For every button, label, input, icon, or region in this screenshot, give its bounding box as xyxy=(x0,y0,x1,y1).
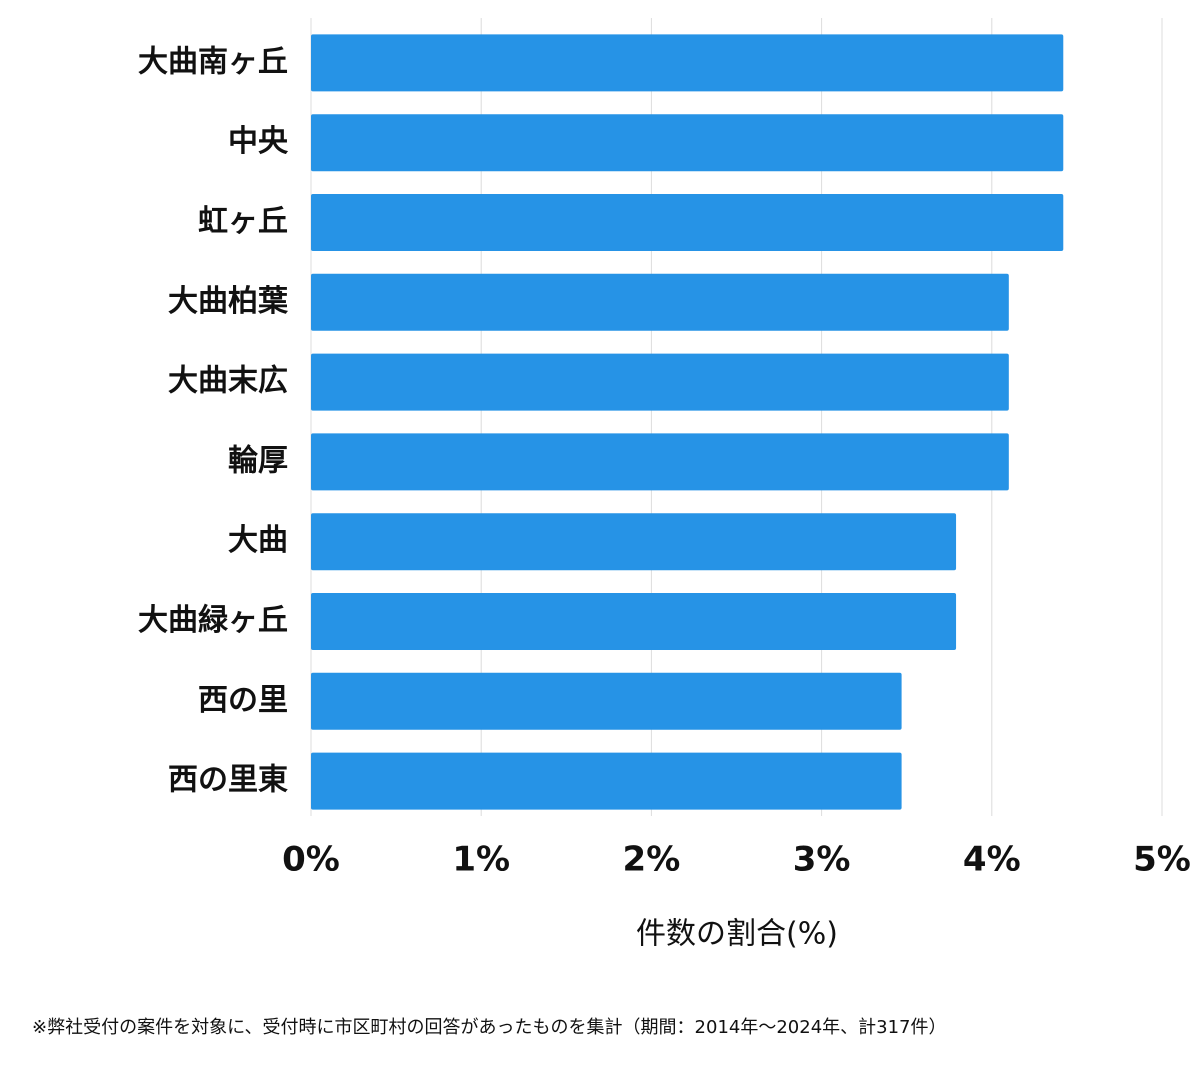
bar xyxy=(311,433,1009,491)
y-tick-label: 大曲緑ヶ丘 xyxy=(138,603,288,638)
x-tick-label: 0% xyxy=(282,840,340,880)
x-tick-label: 2% xyxy=(623,840,681,880)
y-tick-label: 大曲末広 xyxy=(168,364,288,399)
bar xyxy=(311,593,957,650)
y-tick-label: 大曲柏葉 xyxy=(168,284,289,319)
y-tick-label: 中央 xyxy=(228,124,289,159)
x-tick-label: 5% xyxy=(1133,840,1191,880)
bar xyxy=(311,114,1064,172)
bar xyxy=(311,353,1009,411)
y-tick-label: 虹ヶ丘 xyxy=(198,204,288,239)
x-tick-label: 3% xyxy=(793,840,851,880)
bar xyxy=(311,34,1064,92)
y-tick-label: 西の里東 xyxy=(168,763,288,798)
footnote: ※弊社受付の案件を対象に、受付時に市区町村の回答があったものを集計（期間：201… xyxy=(32,1017,947,1038)
y-tick-label: 大曲 xyxy=(228,523,288,558)
x-tick-label: 1% xyxy=(452,840,510,880)
y-tick-label: 大曲南ヶ丘 xyxy=(138,44,288,79)
x-axis-title: 件数の割合(%) xyxy=(636,917,838,952)
x-tick-label: 4% xyxy=(963,840,1021,880)
bar xyxy=(311,672,902,730)
bar xyxy=(311,752,902,810)
y-tick-label: 西の里 xyxy=(198,683,288,718)
bar xyxy=(311,513,957,571)
bar xyxy=(311,194,1064,251)
bar xyxy=(311,273,1009,331)
y-tick-label: 輪厚 xyxy=(228,443,288,478)
